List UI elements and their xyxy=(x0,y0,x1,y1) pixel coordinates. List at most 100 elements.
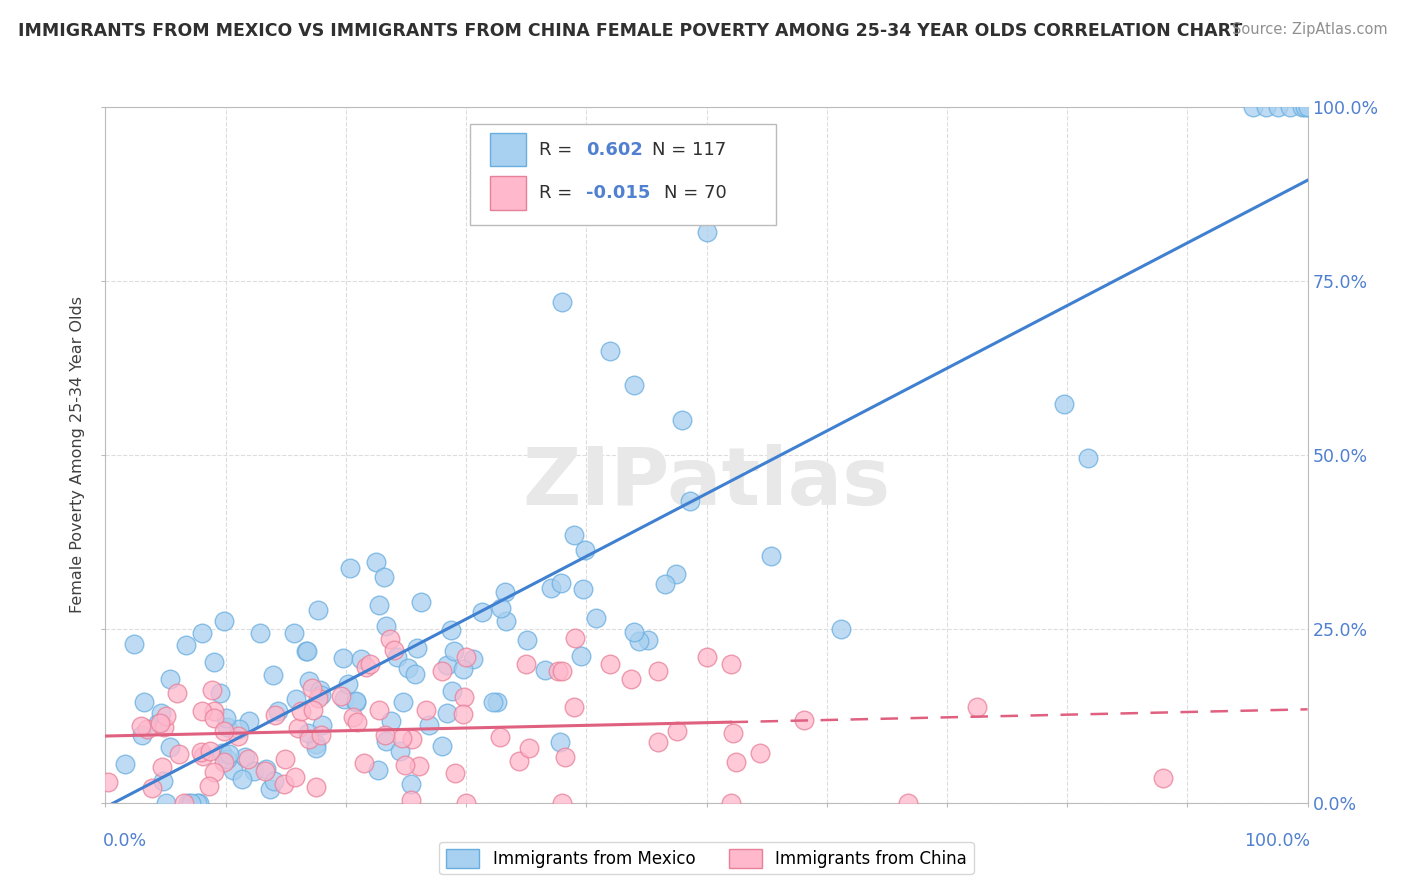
Point xyxy=(153,720,176,734)
Point xyxy=(122,637,145,651)
Point xyxy=(409,595,432,609)
Point xyxy=(374,734,396,748)
Point xyxy=(202,655,225,669)
Point xyxy=(150,706,173,720)
Point xyxy=(585,611,607,625)
Text: R =: R = xyxy=(540,141,578,159)
Point xyxy=(418,717,440,731)
Point xyxy=(273,752,295,766)
Text: -0.015: -0.015 xyxy=(586,184,651,202)
Point xyxy=(96,775,118,789)
Point xyxy=(222,764,245,778)
Point xyxy=(495,615,517,629)
Point xyxy=(436,658,458,673)
Point xyxy=(1294,100,1316,114)
FancyBboxPatch shape xyxy=(491,133,526,166)
Point xyxy=(569,648,592,663)
Point xyxy=(284,770,307,784)
Point xyxy=(368,703,391,717)
Point xyxy=(793,713,815,727)
Point xyxy=(174,638,197,652)
Point xyxy=(295,644,318,658)
Point xyxy=(344,693,367,707)
Point xyxy=(1052,397,1074,411)
Point xyxy=(284,692,307,706)
Point xyxy=(389,744,412,758)
Point xyxy=(342,710,364,724)
Point xyxy=(401,793,423,807)
Point xyxy=(482,695,505,709)
Point xyxy=(297,726,319,740)
Point xyxy=(440,684,463,698)
Point xyxy=(1254,100,1277,114)
Point xyxy=(307,691,329,706)
Point xyxy=(186,796,208,810)
Point xyxy=(451,662,474,676)
Point xyxy=(454,649,477,664)
Point xyxy=(346,714,368,729)
Point xyxy=(298,732,321,747)
Point xyxy=(136,722,159,736)
Text: 0.0%: 0.0% xyxy=(103,832,148,850)
Point xyxy=(406,641,429,656)
Point xyxy=(443,643,465,657)
Point xyxy=(217,720,239,734)
Point xyxy=(540,581,562,595)
Point xyxy=(193,749,215,764)
Point xyxy=(152,773,174,788)
Point xyxy=(665,566,688,581)
Point xyxy=(637,633,659,648)
Point xyxy=(440,623,463,637)
Point xyxy=(259,782,281,797)
Point xyxy=(254,762,277,776)
Point xyxy=(564,528,586,542)
Point xyxy=(298,673,321,688)
Point xyxy=(647,735,669,749)
Point xyxy=(415,703,437,717)
Point xyxy=(353,756,375,771)
Point xyxy=(332,651,354,665)
Point xyxy=(599,343,621,358)
Point xyxy=(249,625,271,640)
Point xyxy=(627,633,650,648)
FancyBboxPatch shape xyxy=(491,176,526,210)
Point xyxy=(547,664,569,678)
Point xyxy=(308,682,330,697)
Point xyxy=(200,744,222,758)
Point xyxy=(166,686,188,700)
Point xyxy=(404,667,426,681)
Point xyxy=(302,702,325,716)
Point xyxy=(443,765,465,780)
Point xyxy=(408,758,430,772)
Point xyxy=(720,796,742,810)
FancyBboxPatch shape xyxy=(470,124,776,226)
Point xyxy=(1278,100,1301,114)
Point xyxy=(1267,100,1289,114)
Point xyxy=(382,642,405,657)
Point xyxy=(190,745,212,759)
Point xyxy=(1291,100,1313,114)
Point xyxy=(359,657,381,671)
Point xyxy=(211,747,233,761)
Point xyxy=(159,739,181,754)
Point xyxy=(430,739,453,754)
Point xyxy=(307,603,329,617)
Point xyxy=(231,772,253,787)
Text: N = 70: N = 70 xyxy=(665,184,727,202)
Point xyxy=(159,672,181,686)
Point xyxy=(301,681,323,695)
Point xyxy=(647,664,669,678)
Point xyxy=(212,723,235,738)
Point xyxy=(233,750,256,764)
Point xyxy=(666,724,689,739)
Point xyxy=(489,601,512,615)
Point xyxy=(1077,451,1099,466)
Point xyxy=(201,683,224,698)
Point xyxy=(337,677,360,691)
Point xyxy=(749,746,772,760)
Point xyxy=(167,747,190,761)
Point xyxy=(488,730,510,744)
Point xyxy=(267,704,290,718)
Point xyxy=(534,663,557,677)
Point xyxy=(311,718,333,732)
